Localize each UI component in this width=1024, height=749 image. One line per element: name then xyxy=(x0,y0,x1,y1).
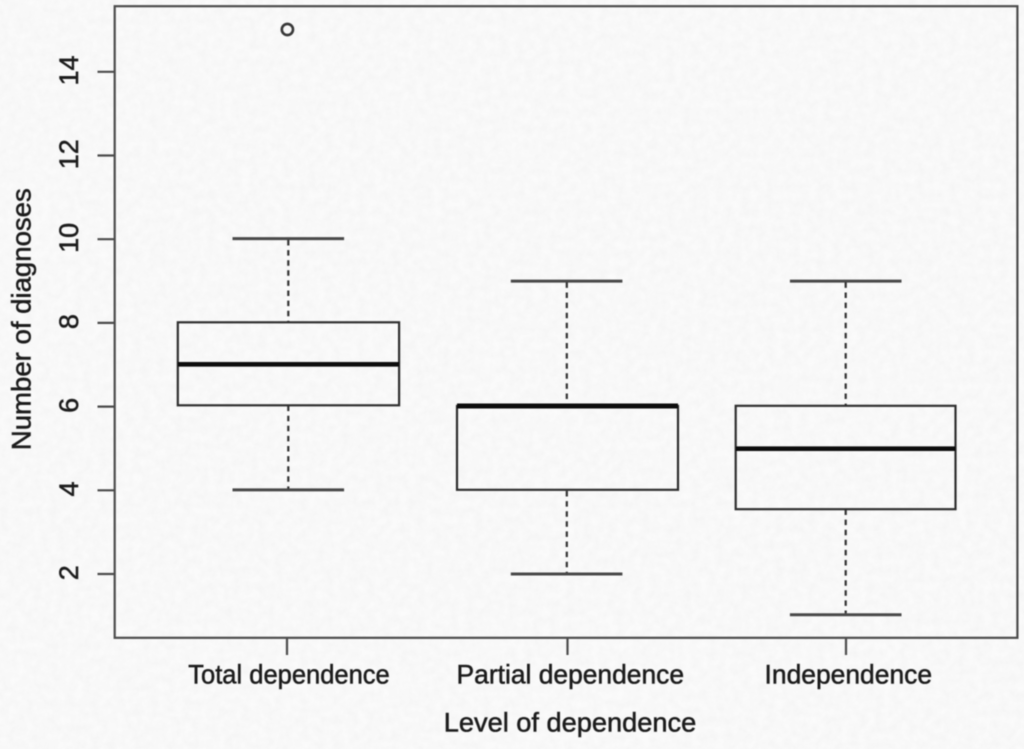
svg-text:Number of diagnoses: Number of diagnoses xyxy=(7,188,37,450)
svg-text:8: 8 xyxy=(54,314,84,329)
svg-text:10: 10 xyxy=(54,223,84,253)
svg-text:6: 6 xyxy=(54,398,84,413)
svg-text:12: 12 xyxy=(54,139,84,169)
svg-text:Level of dependence: Level of dependence xyxy=(444,708,697,738)
svg-text:14: 14 xyxy=(54,55,84,85)
svg-text:Total dependence: Total dependence xyxy=(188,660,390,690)
svg-text:4: 4 xyxy=(54,481,84,496)
svg-text:Partial dependence: Partial dependence xyxy=(457,660,685,690)
svg-text:Independence: Independence xyxy=(765,660,933,690)
svg-text:2: 2 xyxy=(54,565,84,580)
